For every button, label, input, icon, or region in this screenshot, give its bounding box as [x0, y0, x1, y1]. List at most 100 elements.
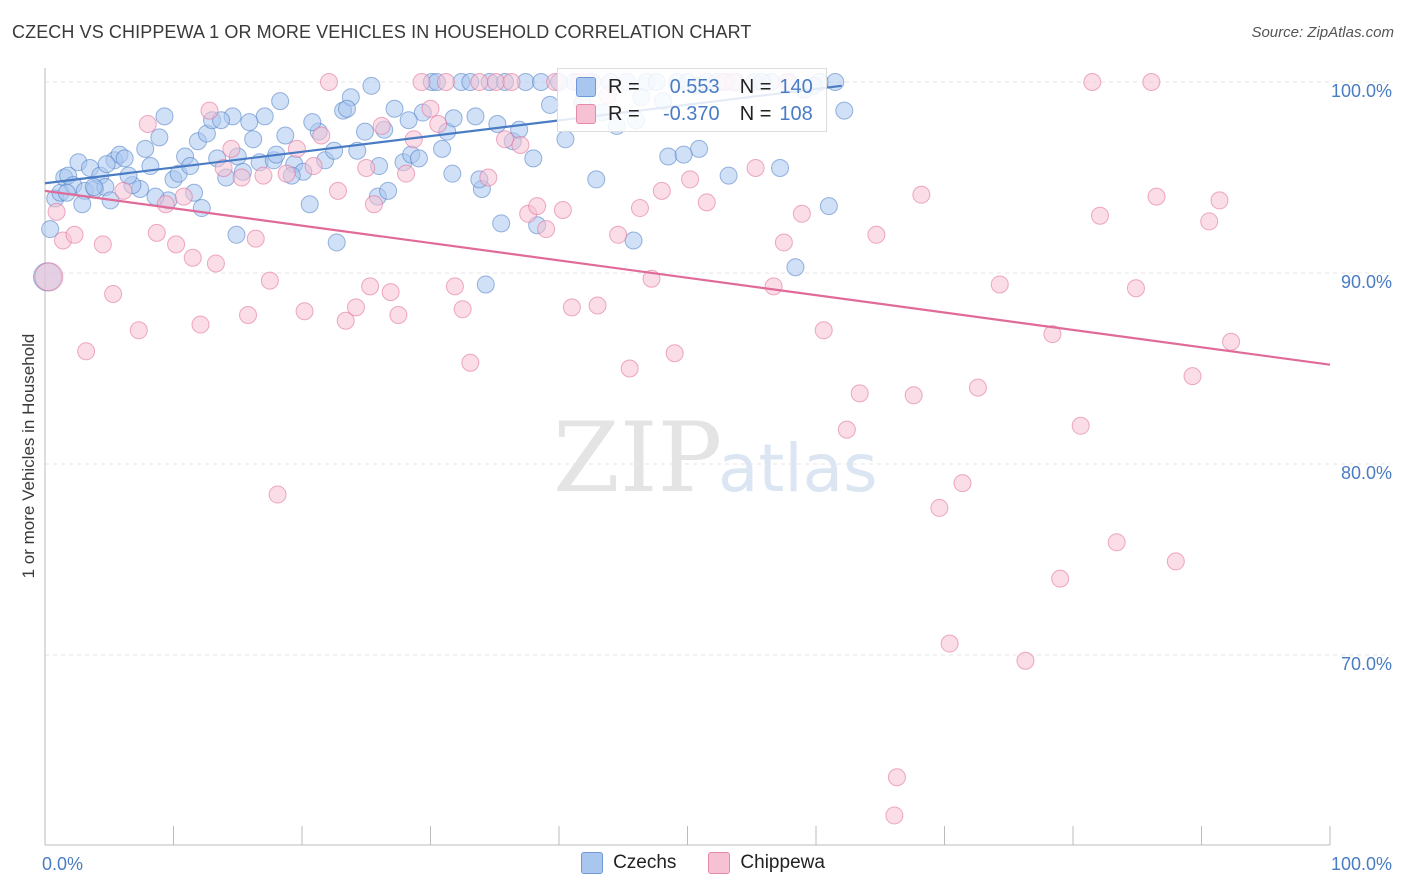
chippewa-point: [206, 254, 225, 273]
czech-point: [488, 115, 507, 134]
legend-item-chippewa[interactable]: Chippewa: [708, 852, 825, 874]
chippewa-point: [553, 200, 572, 219]
chippewa-point: [774, 233, 793, 252]
czech-point: [587, 170, 606, 189]
chippewa-point: [453, 300, 472, 319]
legend-r-value: 0.553: [669, 75, 720, 98]
legend-label-czechs: Czechs: [613, 852, 677, 873]
czech-point: [150, 128, 169, 147]
czech-point: [659, 147, 678, 166]
legend-n-label: N =: [739, 75, 772, 98]
chippewa-point: [129, 321, 148, 340]
chippewa-point: [1142, 73, 1161, 91]
czech-point: [227, 225, 246, 244]
chippewa-point: [77, 342, 96, 361]
legend-r-label: R =: [608, 75, 640, 98]
legend-swatch-chippewa: [708, 852, 731, 874]
chippewa-point: [191, 315, 210, 334]
chippewa-point: [1222, 332, 1241, 351]
chippewa-point: [65, 225, 84, 244]
czech-point: [444, 109, 463, 128]
chippewa-point: [34, 262, 64, 292]
x-tick-label: 0.0%: [42, 854, 83, 874]
series-legend: Czechs Chippewa: [0, 852, 1406, 874]
chippewa-point: [953, 474, 972, 493]
czech-point: [327, 233, 346, 252]
czech-point: [690, 139, 709, 158]
chippewa-point: [850, 384, 869, 403]
chippewa-point: [372, 116, 391, 135]
chippewa-point: [1016, 651, 1035, 670]
chippewa-point: [681, 170, 700, 189]
chippewa-point: [268, 485, 287, 504]
chippewa-point: [200, 101, 219, 120]
y-tick-label: 90.0%: [1341, 272, 1392, 292]
chippewa-point: [1107, 533, 1126, 552]
chippewa-point: [940, 634, 959, 653]
chippewa-point: [183, 248, 202, 267]
chippewa-point: [562, 298, 581, 317]
czech-point: [155, 107, 174, 126]
czech-point: [399, 111, 418, 130]
chippewa-point: [429, 115, 448, 134]
czech-point: [819, 197, 838, 216]
czech-point: [212, 111, 231, 130]
chippewa-point: [357, 158, 376, 177]
chippewa-point: [138, 115, 157, 134]
chippewa-point: [1051, 569, 1070, 588]
chippewa-point: [511, 136, 530, 155]
chippewa-point: [260, 271, 279, 290]
chippewa-point: [1071, 416, 1090, 435]
legend-swatch-czechs: [581, 852, 604, 874]
chippewa-point: [887, 768, 906, 787]
chippewa-point: [1200, 212, 1219, 231]
chippewa-point: [304, 157, 323, 176]
chippewa-point: [792, 204, 811, 223]
chippewa-point: [479, 168, 498, 187]
chippewa-point: [364, 195, 383, 214]
czech-point: [97, 155, 116, 174]
chippewa-point: [336, 311, 355, 330]
chippewa-point: [528, 197, 547, 216]
chippewa-point: [346, 298, 365, 317]
correlation-legend: R = 0.553 N = 140 R = -0.370 N = 108: [557, 68, 827, 132]
chippewa-point: [389, 306, 408, 325]
chippewa-point: [1090, 206, 1109, 225]
czech-point: [244, 130, 263, 149]
chippewa-point: [746, 158, 765, 177]
source-label: Source: ZipAtlas.com: [1251, 24, 1394, 41]
chippewa-point: [328, 181, 347, 200]
czech-point: [466, 107, 485, 126]
chippewa-point: [1183, 367, 1202, 386]
chippewa-point: [609, 225, 628, 244]
chippewa-point: [232, 168, 251, 187]
czech-point: [524, 149, 543, 168]
chippewa-point: [167, 235, 186, 254]
legend-item-czechs[interactable]: Czechs: [581, 852, 676, 874]
chippewa-point: [620, 359, 639, 378]
chippewa-point: [496, 130, 515, 149]
chippewa-point: [912, 185, 931, 204]
chippewa-point: [254, 166, 273, 185]
czech-point: [119, 166, 138, 185]
czech-point: [362, 76, 381, 95]
czech-point: [73, 195, 92, 214]
chippewa-point: [968, 378, 987, 397]
czech-point: [355, 122, 374, 141]
czech-point: [385, 99, 404, 118]
chippewa-point: [697, 193, 716, 212]
y-tick-label: 70.0%: [1341, 654, 1392, 674]
chippewa-point: [246, 229, 265, 248]
czech-point: [409, 149, 428, 168]
czech-point: [240, 113, 259, 132]
chippewa-point: [487, 73, 506, 91]
czech-point: [300, 195, 319, 214]
czech-point: [771, 158, 790, 177]
czech-point: [674, 145, 693, 164]
chippewa-point: [470, 73, 489, 91]
axis-layer: 70.0% 80.0% 90.0% 100.0% 0.0% 100.0%: [42, 68, 1392, 874]
chippewa-point: [421, 99, 440, 118]
chippewa-point: [502, 73, 521, 91]
czech-point: [786, 258, 805, 277]
chippewa-point: [630, 199, 649, 218]
